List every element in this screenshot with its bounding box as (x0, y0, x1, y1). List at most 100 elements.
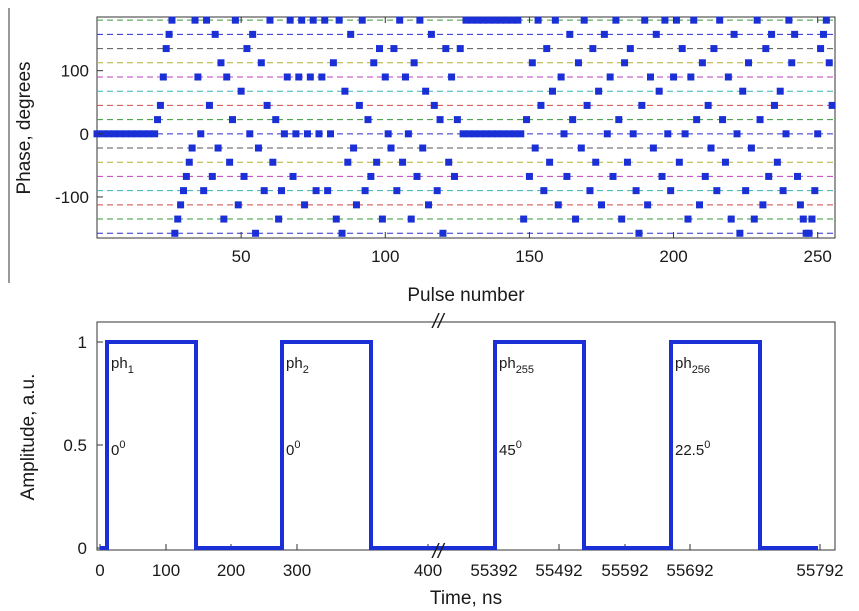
phase-marker (678, 45, 686, 53)
pulse-phase-name: ph1 (111, 355, 134, 376)
phase-marker (791, 30, 799, 38)
phase-marker (525, 172, 533, 180)
phase-marker (272, 116, 280, 124)
phase-marker (309, 16, 317, 24)
phase-marker (278, 187, 285, 195)
phase-marker (713, 187, 721, 195)
phase-marker (179, 187, 187, 195)
amplitude-panel: 0 100 200 300 400 55392 55492 55592 55692 55792 0… (18, 311, 844, 609)
phase-marker (548, 87, 556, 95)
pulse-phase-name: ph255 (499, 355, 534, 376)
phase-marker (254, 144, 262, 152)
phase-marker (217, 59, 225, 67)
phase-marker (609, 172, 617, 180)
amplitude-x-axis-label: Time, ns (430, 588, 502, 609)
phase-marker (430, 101, 438, 109)
phase-marker (387, 144, 395, 152)
phase-marker (808, 215, 816, 223)
phase-marker (347, 30, 355, 38)
phase-marker (788, 59, 796, 67)
axis-break-marks: // // (430, 311, 446, 563)
phase-marker (670, 73, 678, 81)
phase-marker (626, 45, 634, 53)
phase-marker (128, 130, 136, 138)
phase-marker (205, 101, 213, 109)
phase-marker (779, 187, 787, 195)
phase-marker (814, 130, 822, 138)
phase-marker (537, 101, 545, 109)
phase-marker (482, 130, 490, 138)
phase-marker (551, 16, 559, 24)
phase-marker (174, 215, 182, 223)
phase-marker (494, 130, 502, 138)
phase-y-axis-label: Phase, degrees (14, 61, 35, 194)
phase-marker (701, 172, 709, 180)
phase-marker (211, 30, 219, 38)
phase-marker (286, 16, 294, 24)
phase-markers (93, 16, 836, 237)
phase-marker (733, 130, 741, 138)
phase-marker (719, 116, 727, 124)
phase-marker (523, 116, 531, 124)
phase-marker (139, 130, 147, 138)
phase-marker (275, 215, 283, 223)
phase-marker (367, 172, 375, 180)
phase-marker (260, 187, 268, 195)
x-tick-label: 100 (152, 561, 180, 580)
phase-marker (828, 101, 836, 109)
phase-marker (208, 172, 216, 180)
phase-marker (185, 158, 193, 166)
phase-marker (376, 45, 384, 53)
phase-marker (652, 30, 660, 38)
phase-marker (505, 130, 513, 138)
phase-marker (592, 158, 600, 166)
pulse-labels: ph1 00 ph2 00 ph255 450 ph256 22.50 (111, 355, 710, 459)
phase-marker (203, 16, 211, 24)
phase-marker (240, 172, 248, 180)
phase-marker (710, 45, 718, 53)
phase-marker (252, 229, 260, 237)
phase-marker (468, 16, 476, 24)
x-tick-label: 300 (283, 561, 311, 580)
phase-marker (638, 101, 646, 109)
phase-marker (644, 201, 652, 209)
phase-marker (407, 215, 415, 223)
phase-marker (716, 16, 724, 24)
phase-marker (566, 30, 574, 38)
phase-marker (474, 16, 482, 24)
phase-marker (263, 101, 271, 109)
phase-marker (361, 187, 369, 195)
phase-marker (401, 73, 409, 81)
phase-marker (693, 116, 701, 124)
phase-marker (453, 116, 461, 124)
pulse-phase-value: 00 (286, 439, 300, 459)
phase-marker (433, 187, 441, 195)
phase-marker (658, 172, 666, 180)
x-tick-label: 55792 (796, 561, 843, 580)
phase-marker (410, 59, 418, 67)
phase-marker (569, 116, 577, 124)
phase-marker (419, 144, 427, 152)
phase-marker (825, 59, 833, 67)
phase-marker (742, 187, 750, 195)
phase-marker (465, 130, 473, 138)
phase-marker (246, 130, 254, 138)
phase-marker (416, 16, 424, 24)
phase-plot-frame (96, 16, 836, 239)
phase-marker (321, 16, 329, 24)
phase-marker (534, 16, 542, 24)
phase-marker (298, 16, 306, 24)
phase-marker (413, 172, 421, 180)
phase-marker (583, 101, 591, 109)
phase-marker (606, 73, 614, 81)
y-tick-label: 0.5 (63, 436, 87, 455)
axis-break-mark-bottom: // (430, 541, 446, 563)
phase-marker (303, 130, 311, 138)
phase-marker (393, 187, 401, 195)
phase-marker (301, 201, 309, 209)
phase-marker (352, 201, 360, 209)
x-tick-label: 55692 (666, 561, 713, 580)
phase-marker (312, 187, 320, 195)
phase-marker (707, 144, 715, 152)
phase-marker (162, 45, 170, 53)
